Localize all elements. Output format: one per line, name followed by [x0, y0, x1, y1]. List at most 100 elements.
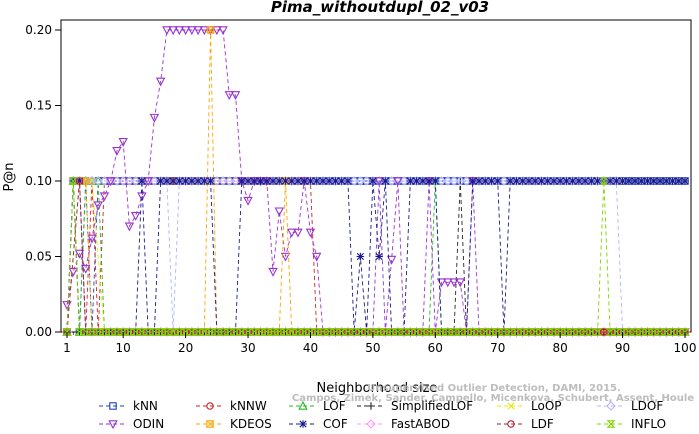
data-point-inflo [443, 328, 453, 336]
data-point-cof [425, 177, 433, 185]
x-axis: 1 10 20 30 40 50 60 70 80 90 100 [63, 332, 696, 355]
data-point-ldof [336, 176, 347, 186]
data-point-inflo [636, 328, 646, 336]
data-point-inflo [318, 328, 328, 336]
data-point-ldof [193, 176, 203, 186]
data-point-cof [200, 177, 209, 185]
legend-label-knn: kNN [133, 399, 158, 413]
data-point-inflo [374, 328, 384, 336]
data-point-inflo [461, 328, 472, 336]
data-point-cof [163, 177, 171, 185]
chart-title: Pima_withoutdupl_02_v03 [271, 0, 489, 16]
data-point-ldof [187, 176, 197, 186]
data-point-cof [156, 177, 165, 185]
x-axis-label: Neighborhood size [317, 381, 438, 396]
data-point-cof [431, 177, 440, 185]
data-point-inflo [480, 328, 490, 336]
data-point-cof [469, 177, 477, 185]
data-point-inflo [131, 328, 141, 336]
legend-item-cof: COF [289, 417, 348, 431]
data-point-inflo [649, 328, 659, 336]
data-point-ldof [542, 176, 553, 186]
data-point-inflo [393, 328, 403, 336]
data-point-ldof [361, 176, 372, 186]
data-point-cof [631, 177, 639, 185]
data-point-ldof [293, 176, 303, 186]
data-point-inflo [599, 177, 609, 185]
data-point-cof [412, 177, 421, 185]
data-point-ldof [611, 176, 622, 186]
legend-label-odin: ODIN [133, 417, 164, 431]
watermark-line-2: Unsupervised Outlier Detection, DAMI, 20… [367, 383, 621, 394]
data-point-ldof [130, 176, 141, 186]
data-point-inflo [530, 328, 540, 336]
data-point-cof [169, 177, 177, 185]
y-axis: 0.00 0.05 0.10 0.15 0.20 [25, 23, 61, 339]
data-point-cof [75, 177, 84, 185]
data-point-ldof [411, 176, 422, 186]
data-point-inflo [349, 328, 359, 336]
data-point-cof [675, 177, 683, 185]
data-point-inflo [430, 328, 440, 336]
data-point-ldof [343, 176, 353, 186]
data-point-odin [268, 267, 278, 277]
data-point-inflo [68, 177, 78, 185]
legend-marker-simplifiedlof [367, 402, 375, 410]
data-point-cof [369, 177, 377, 185]
data-point-ldof [486, 176, 497, 186]
data-point-inflo [93, 328, 103, 336]
data-point-ldof [567, 176, 578, 186]
data-point-odin [293, 228, 303, 238]
x-tick-label: 80 [553, 341, 568, 355]
data-point-inflo [624, 328, 634, 336]
data-point-inflo [630, 328, 640, 336]
data-point-inflo [343, 328, 353, 336]
data-point-odin [93, 201, 103, 211]
x-tick-label: 50 [365, 341, 380, 355]
data-point-odin [374, 177, 384, 187]
data-point-cof [263, 177, 271, 185]
data-point-odin [443, 278, 453, 288]
data-point-inflo [518, 328, 528, 336]
data-point-odin [118, 137, 128, 147]
data-point-cof [244, 177, 252, 185]
data-point-ldof [124, 176, 135, 186]
data-point-ldof [349, 176, 359, 186]
data-point-inflo [655, 328, 665, 336]
data-point-inflo [449, 328, 459, 336]
data-point-inflo [511, 328, 521, 336]
data-point-cof [331, 177, 340, 185]
plot-frame [60, 19, 692, 333]
data-point-cof [288, 177, 296, 185]
data-point-ldof [580, 176, 590, 186]
data-point-cof [681, 177, 689, 185]
data-point-cof [494, 177, 502, 185]
data-point-inflo [156, 328, 166, 336]
legend-marker-odin [108, 420, 118, 430]
data-point-inflo [486, 328, 497, 336]
legend-item-simplifiedlof: SimplifiedLOF [357, 399, 473, 413]
data-point-odin [130, 211, 141, 221]
data-point-inflo [137, 328, 147, 336]
data-point-ldof [549, 176, 559, 186]
legend-item-fastabod: FastABOD [357, 417, 450, 431]
data-point-inflo [549, 328, 559, 336]
data-point-cof [593, 177, 602, 185]
plot-area [60, 19, 692, 338]
y-tick-label: 0.05 [25, 250, 52, 264]
data-point-cof [256, 177, 265, 185]
data-point-cof [637, 177, 646, 185]
data-point-odin [112, 147, 122, 156]
data-point-inflo [405, 328, 415, 336]
legend: kNN kNNW LOF SimplifiedLOF LoOP LDOF ODIN KDEOS… [99, 399, 666, 431]
data-point-inflo [243, 328, 253, 336]
data-point-cof [668, 177, 677, 185]
legend-label-ldf: LDF [531, 417, 554, 431]
data-point-inflo [124, 328, 134, 336]
series-markers-inflo [62, 177, 690, 336]
legend-label-knnw: kNNW [230, 399, 267, 413]
data-point-ldof [418, 176, 428, 186]
data-point-inflo [87, 328, 97, 336]
legend-item-loop: LoOP [497, 399, 562, 413]
data-point-odin [274, 207, 284, 217]
